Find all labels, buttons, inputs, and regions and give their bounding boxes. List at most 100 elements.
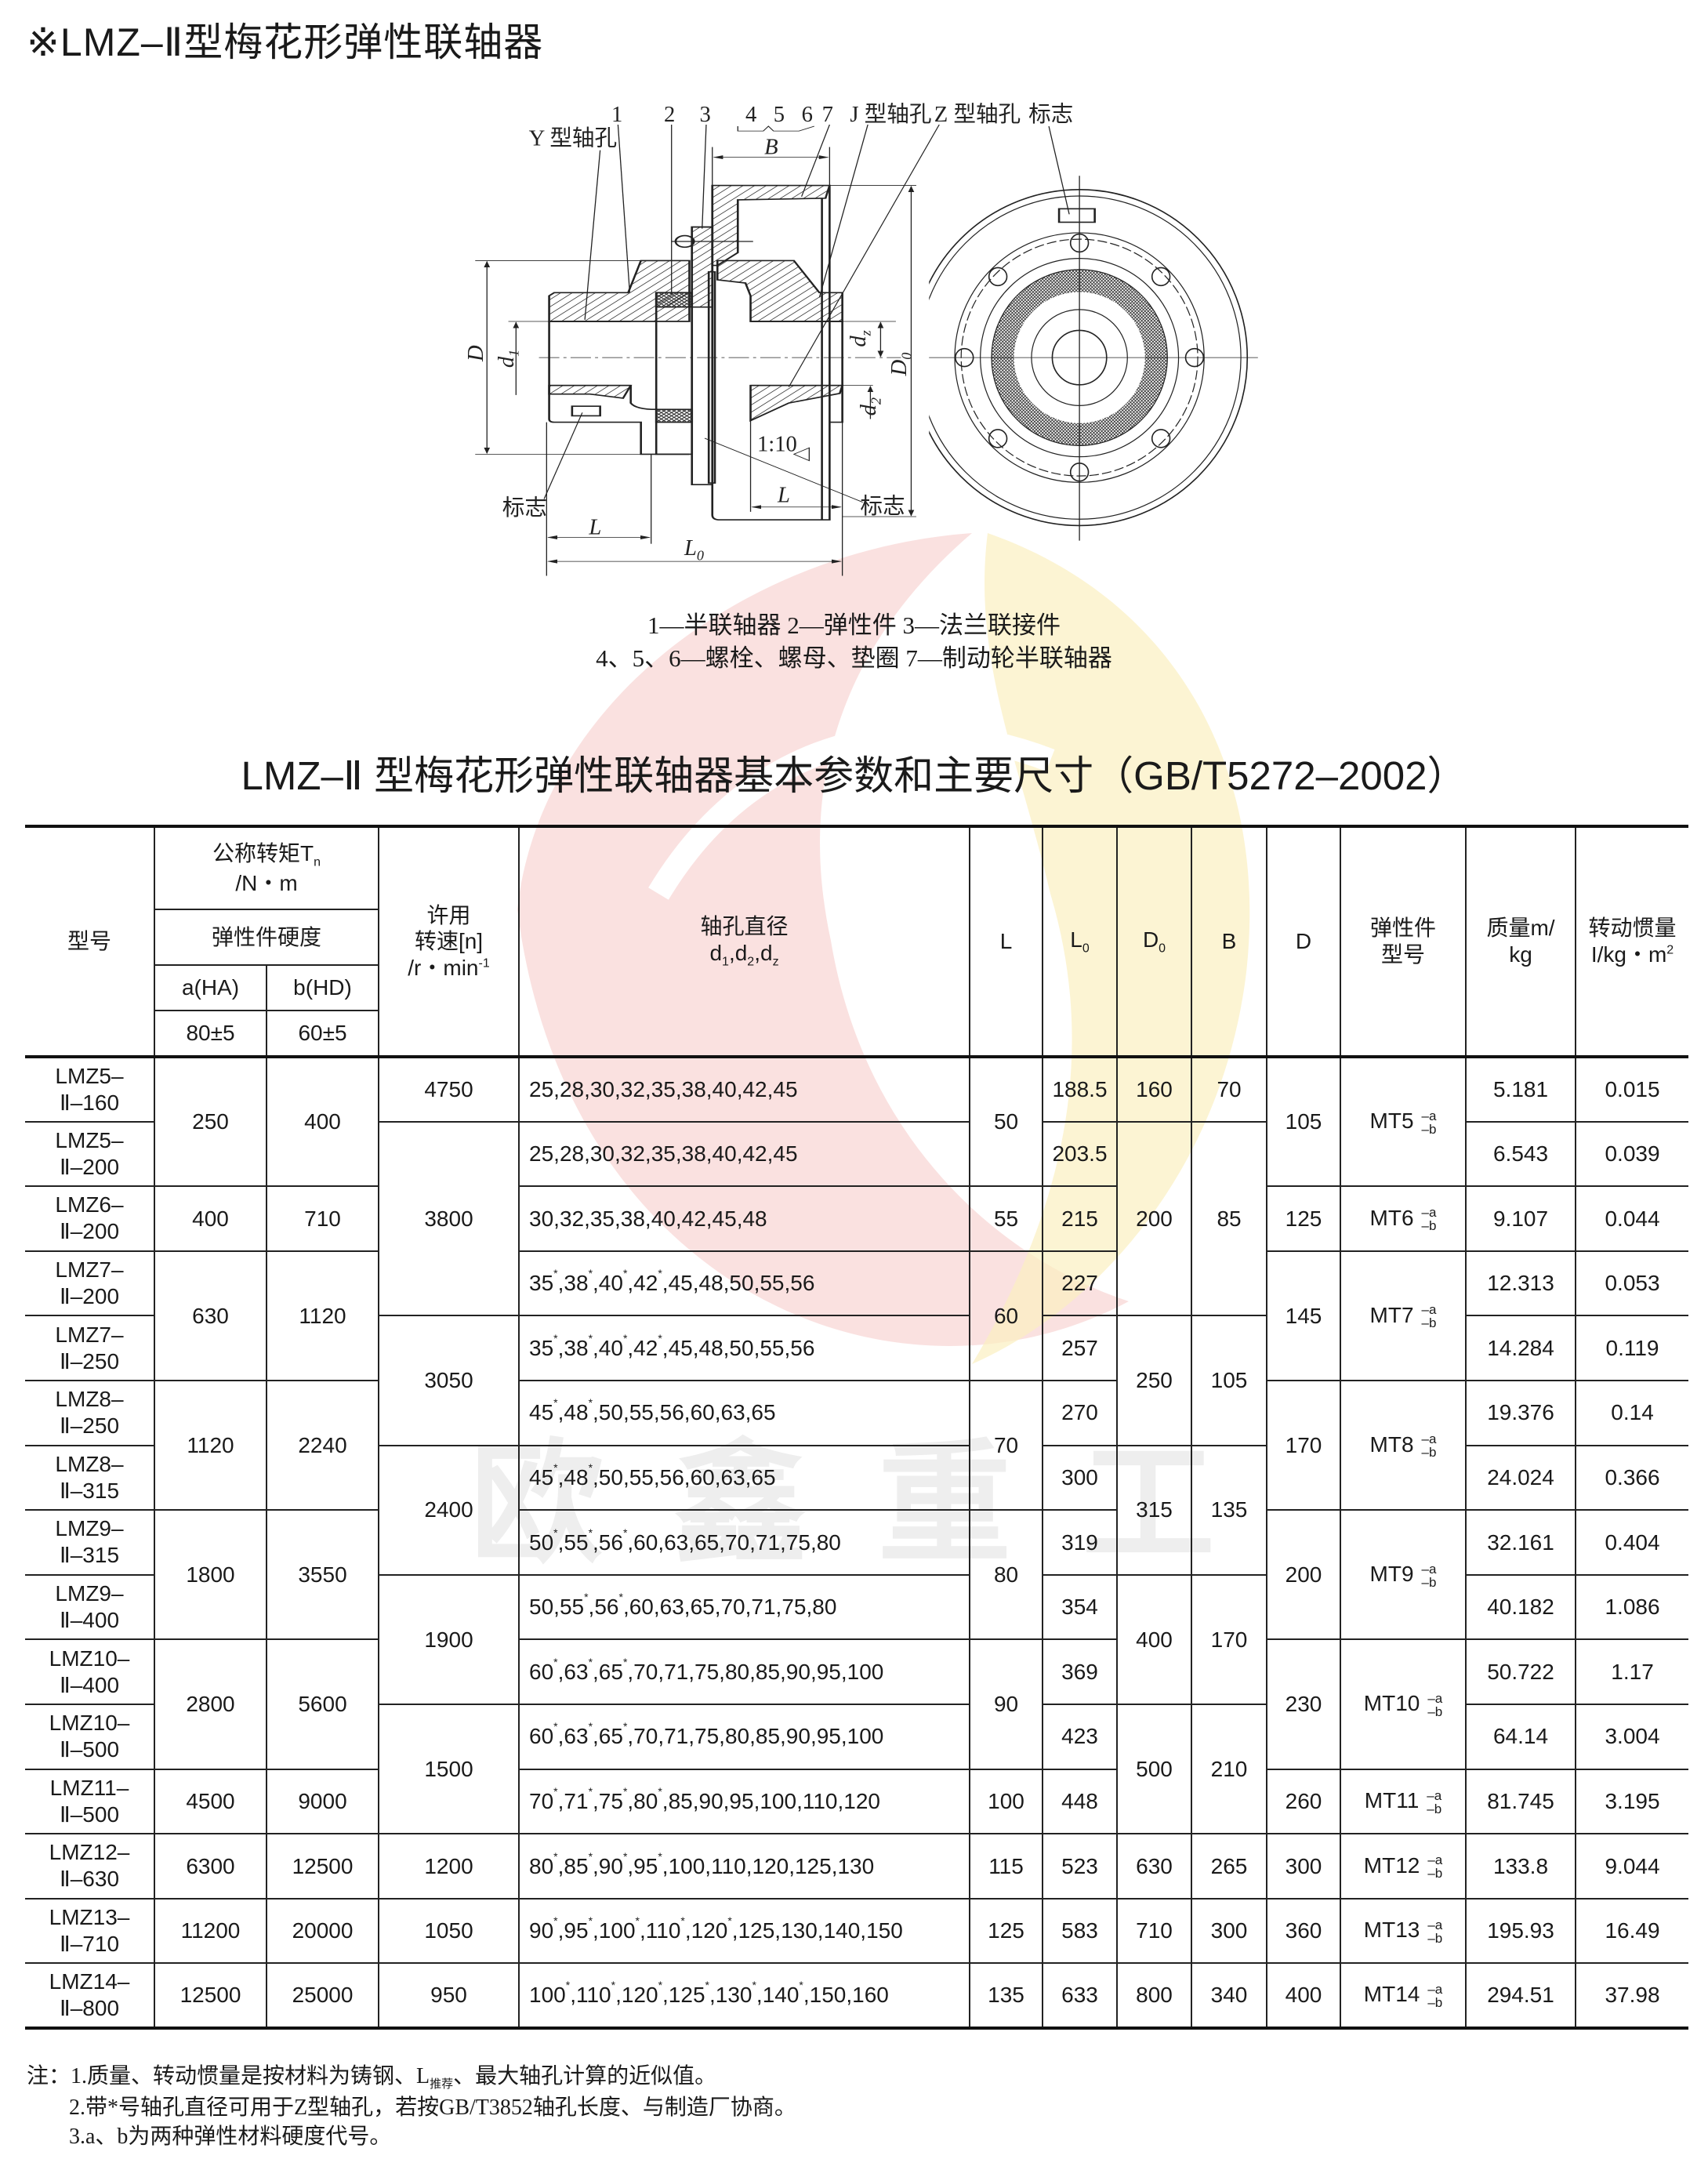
table-row: LMZ8– Ⅱ–315 2400 45*,48*,50,55,56,60,63,65 3…: [25, 1444, 1689, 1576]
table-row: LMZ14– Ⅱ–800 12500 25000 950 100*,110*,120*,1…: [25, 1962, 1689, 2030]
spec-table: 型号 公称转矩Tn/N・m 许用 转速[n]/r・min-1 轴孔直径 d1,d2,…: [25, 825, 1689, 2030]
cell-L: 50: [969, 1055, 1044, 1188]
cell-model: LMZ11– Ⅱ–500: [25, 1768, 155, 1835]
cell-elastic: MT10 –a –b: [1340, 1638, 1467, 1770]
header-b-value: 60±5: [265, 1010, 379, 1058]
cell-L0: 203.5: [1042, 1120, 1119, 1188]
cell-speed: 1900: [378, 1573, 520, 1705]
cell-D0: 630: [1116, 1833, 1193, 1900]
cell-speed: 1200: [378, 1833, 520, 1900]
cell-torque-b: 9000: [265, 1768, 380, 1835]
cell-torque-a: 400: [154, 1185, 267, 1252]
cell-inertia: 0.039: [1575, 1120, 1689, 1188]
header-torque: 公称转矩Tn/N・m: [153, 825, 380, 910]
label-D: D: [463, 345, 488, 362]
parts-legend-line-1: 1—半联轴器 2—弹性件 3—法兰联接件: [647, 611, 1061, 639]
cell-D0: 200: [1116, 1120, 1193, 1317]
cell-torque-a: 6300: [154, 1833, 267, 1900]
cell-inertia: 0.053: [1575, 1250, 1689, 1317]
header-D: D: [1266, 825, 1342, 1058]
label-z-bore: Z 型轴孔: [934, 102, 1021, 127]
cell-torque-a: 1800: [154, 1509, 267, 1641]
cell-torque-a: 11200: [154, 1897, 267, 1965]
note-2: 2.带*号轴孔直径可用于Z型轴孔，若按GB/T3852轴孔长度、与制造厂协商。: [69, 2096, 796, 2120]
table-row: LMZ7– Ⅱ–200 630 1120 35*,38*,40*,42*,45,48,5…: [25, 1250, 1689, 1381]
header-b: b(HD): [265, 964, 379, 1011]
cell-elastic: MT13 –a –b: [1340, 1897, 1467, 1965]
cell-L0: 354: [1042, 1573, 1119, 1641]
brake-wheel-rim: [711, 184, 831, 267]
label-D0: D0: [887, 353, 915, 377]
label-L-left: L: [588, 514, 601, 539]
label-mark-top: 标志: [1028, 102, 1073, 127]
note-3: 3.a、b为两种弹性材料硬度代号。: [69, 2125, 392, 2149]
cell-B: 70: [1191, 1056, 1268, 1123]
label-taper: 1:10: [757, 431, 797, 456]
cell-B: 300: [1191, 1897, 1268, 1965]
cell-D0: 400: [1116, 1573, 1193, 1705]
cell-elastic: MT12 –a –b: [1340, 1833, 1467, 1900]
cell-L: 100: [969, 1768, 1044, 1835]
cell-L0: 633: [1042, 1962, 1119, 2030]
cell-model: LMZ7– Ⅱ–200: [25, 1250, 155, 1317]
cell-elastic: MT5 –a –b: [1340, 1055, 1467, 1188]
page-title: ※LMZ–Ⅱ型梅花形弹性联轴器: [27, 20, 544, 64]
cell-mass: 81.745: [1465, 1768, 1577, 1835]
cell-D0: 710: [1116, 1897, 1193, 1965]
parts-legend-line-2: 4、5、6—螺栓、螺母、垫圈 7—制动轮半联轴器: [596, 644, 1112, 672]
cell-bore-diameters: 30,32,35,38,40,42,45,48: [518, 1185, 971, 1252]
label-part-2: 2: [664, 102, 675, 127]
cell-bore-diameters: 100*,110*,120*,125*,130*,140*,150,160: [518, 1962, 971, 2030]
cell-D: 105: [1266, 1055, 1342, 1188]
cell-bore-diameters: 45*,48*,50,55,56,60,63,65: [518, 1444, 971, 1511]
label-y-bore: Y 型轴孔: [529, 126, 618, 151]
cell-speed: 3800: [378, 1120, 520, 1317]
cell-model: LMZ9– Ⅱ–315: [25, 1509, 155, 1576]
cell-mass: 294.51: [1465, 1962, 1577, 2030]
left-hub-upper: [548, 259, 691, 322]
cell-model: LMZ7– Ⅱ–250: [25, 1315, 155, 1381]
cell-speed: 2400: [378, 1444, 520, 1576]
label-L0: L0: [684, 535, 704, 564]
table-row: LMZ5– Ⅱ–160 250 400 4750 25,28,30,32,35,38,40…: [25, 1055, 1689, 1188]
cell-mass: 19.376: [1465, 1379, 1577, 1446]
cell-elastic: MT11 –a –b: [1340, 1768, 1467, 1835]
cell-L0: 369: [1042, 1638, 1119, 1705]
cell-inertia: 0.404: [1575, 1509, 1689, 1576]
cell-inertia: 0.044: [1575, 1185, 1689, 1252]
cell-mass: 14.284: [1465, 1315, 1577, 1381]
cell-torque-b: 2240: [265, 1379, 380, 1511]
header-L: L: [969, 825, 1044, 1058]
cell-speed: 1500: [378, 1703, 520, 1835]
table-title: LMZ–Ⅱ 型梅花形弹性联轴器基本参数和主要尺寸（GB/T5272–2002）: [241, 753, 1467, 798]
cell-D: 300: [1266, 1833, 1342, 1900]
cell-bore-diameters: 25,28,30,32,35,38,40,42,45: [518, 1056, 971, 1123]
cell-B: 210: [1191, 1703, 1268, 1835]
cell-bore-diameters: 25,28,30,32,35,38,40,42,45: [518, 1120, 971, 1188]
cell-model: LMZ9– Ⅱ–400: [25, 1573, 155, 1641]
cell-mass: 9.107: [1465, 1185, 1577, 1252]
cell-bore-diameters: 60*,63*,65*,70,71,75,80,85,90,95,100: [518, 1638, 971, 1705]
cell-D: 260: [1266, 1768, 1342, 1835]
cell-inertia: 0.119: [1575, 1315, 1689, 1381]
cell-speed: 1050: [378, 1897, 520, 1965]
table-row: LMZ11– Ⅱ–500 4500 9000 70*,71*,75*,80*,85,90…: [25, 1768, 1689, 1835]
cell-L: 60: [969, 1250, 1044, 1381]
cell-bore-diameters: 35*,38*,40*,42*,45,48,50,55,56: [518, 1315, 971, 1381]
cell-D: 200: [1266, 1509, 1342, 1641]
label-part-5: 5: [774, 102, 785, 127]
label-part-1: 1: [611, 102, 622, 127]
cell-torque-b: 25000: [265, 1962, 380, 2030]
table-body: LMZ5– Ⅱ–160 250 400 4750 25,28,30,32,35,38,40…: [25, 1055, 1689, 2030]
cell-bore-diameters: 50,55*,56*,60,63,65,70,71,75,80: [518, 1573, 971, 1641]
cell-L0: 583: [1042, 1897, 1119, 1965]
taper-symbol: [792, 447, 810, 462]
header-a: a(HA): [154, 964, 267, 1011]
label-B: B: [764, 135, 778, 160]
cell-B: 340: [1191, 1962, 1268, 2030]
header-model: 型号: [25, 825, 155, 1058]
cell-L: 80: [969, 1509, 1044, 1641]
table-row: LMZ9– Ⅱ–315 1800 3550 50*,55*,56*,60,63,65,7…: [25, 1509, 1689, 1641]
cell-torque-b: 400: [265, 1055, 380, 1188]
cell-L0: 270: [1042, 1379, 1119, 1446]
